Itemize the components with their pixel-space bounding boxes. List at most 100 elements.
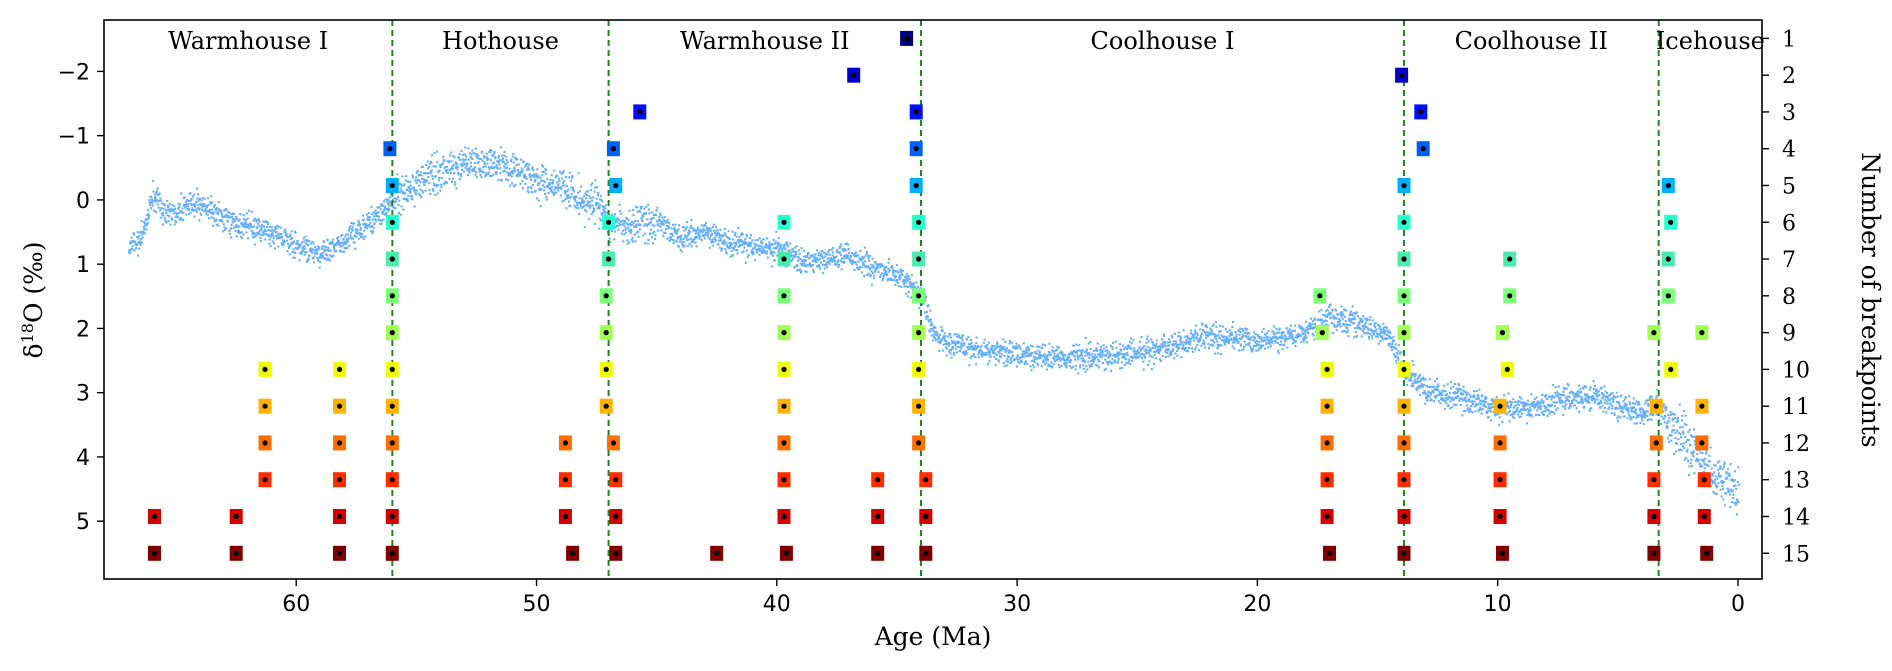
- scatter-point: [149, 204, 152, 207]
- scatter-point: [939, 340, 942, 343]
- scatter-point: [363, 229, 366, 232]
- scatter-point: [1588, 396, 1591, 399]
- scatter-point: [223, 215, 226, 218]
- scatter-point: [1117, 355, 1120, 358]
- scatter-point: [1529, 406, 1532, 409]
- scatter-point: [239, 235, 242, 238]
- scatter-point: [861, 256, 864, 259]
- scatter-point: [890, 266, 893, 269]
- scatter-point: [729, 244, 732, 247]
- scatter-point: [843, 260, 846, 263]
- scatter-point: [291, 237, 294, 240]
- scatter-point: [621, 229, 624, 232]
- scatter-point: [1520, 408, 1523, 411]
- scatter-point: [1294, 324, 1297, 327]
- scatter-point: [586, 203, 589, 206]
- scatter-point: [780, 244, 783, 247]
- scatter-point: [305, 242, 308, 245]
- scatter-point: [441, 162, 444, 165]
- scatter-point: [1022, 342, 1025, 345]
- scatter-point: [955, 351, 958, 354]
- scatter-point: [1114, 355, 1117, 358]
- scatter-point: [1102, 362, 1105, 365]
- scatter-point: [160, 207, 163, 210]
- scatter-point: [1643, 416, 1646, 419]
- scatter-point: [723, 232, 726, 235]
- scatter-point: [1656, 388, 1659, 391]
- scatter-point: [1152, 344, 1155, 347]
- scatter-point: [1447, 404, 1450, 407]
- scatter-point: [446, 165, 449, 168]
- scatter-point: [492, 161, 495, 164]
- scatter-point: [596, 207, 599, 210]
- scatter-point: [183, 203, 186, 206]
- scatter-point: [1585, 385, 1588, 388]
- scatter-point: [1067, 357, 1070, 360]
- scatter-point: [1382, 322, 1385, 325]
- scatter-point: [844, 249, 847, 252]
- scatter-point: [1102, 344, 1105, 347]
- scatter-point: [1306, 341, 1309, 344]
- scatter-point: [549, 182, 552, 185]
- scatter-point: [591, 204, 594, 207]
- scatter-point: [1439, 393, 1442, 396]
- scatter-point: [229, 227, 232, 230]
- scatter-point: [547, 191, 550, 194]
- scatter-point: [1638, 407, 1641, 410]
- scatter-point: [1294, 345, 1297, 348]
- scatter-point: [1476, 403, 1479, 406]
- scatter-point: [620, 212, 623, 215]
- scatter-point: [1075, 343, 1078, 346]
- scatter-point: [885, 273, 888, 276]
- scatter-point: [1272, 336, 1275, 339]
- scatter-point: [272, 234, 275, 237]
- scatter-point: [1458, 399, 1461, 402]
- scatter-point: [1167, 338, 1170, 341]
- scatter-point: [178, 217, 181, 220]
- scatter-point: [678, 240, 681, 243]
- scatter-point: [660, 223, 663, 226]
- scatter-point: [466, 162, 469, 165]
- scatter-point: [1286, 338, 1289, 341]
- scatter-point: [960, 342, 963, 345]
- scatter-point: [220, 218, 223, 221]
- scatter-point: [843, 255, 846, 258]
- scatter-point: [267, 223, 270, 226]
- scatter-point: [1452, 385, 1455, 388]
- scatter-point: [1137, 356, 1140, 359]
- scatter-point: [1473, 390, 1476, 393]
- scatter-point: [1296, 333, 1299, 336]
- scatter-point: [1681, 430, 1684, 433]
- scatter-point: [1181, 343, 1184, 346]
- scatter-point: [1240, 338, 1243, 341]
- scatter-point: [1176, 354, 1179, 357]
- scatter-point: [181, 207, 184, 210]
- scatter-point: [388, 195, 391, 198]
- scatter-point: [1394, 346, 1397, 349]
- scatter-point: [148, 214, 151, 217]
- scatter-point: [793, 254, 796, 257]
- scatter-point: [826, 257, 829, 260]
- scatter-point: [258, 229, 261, 232]
- scatter-point: [583, 194, 586, 197]
- scatter-point: [1289, 324, 1292, 327]
- scatter-point: [910, 274, 913, 277]
- scatter-point: [599, 198, 602, 201]
- scatter-point: [433, 152, 436, 155]
- scatter-point: [275, 234, 278, 237]
- scatter-point: [1251, 335, 1254, 338]
- scatter-point: [486, 162, 489, 165]
- scatter-point: [954, 333, 957, 336]
- scatter-point: [1323, 314, 1326, 317]
- scatter-point: [1601, 393, 1604, 396]
- scatter-point: [846, 257, 849, 260]
- scatter-point: [1135, 353, 1138, 356]
- scatter-point: [1375, 328, 1378, 331]
- scatter-point: [1436, 383, 1439, 386]
- scatter-point: [690, 224, 693, 227]
- scatter-point: [346, 237, 349, 240]
- scatter-point: [1348, 318, 1351, 321]
- scatter-point: [1002, 361, 1005, 364]
- scatter-point: [1686, 438, 1689, 441]
- scatter-point: [1047, 365, 1050, 368]
